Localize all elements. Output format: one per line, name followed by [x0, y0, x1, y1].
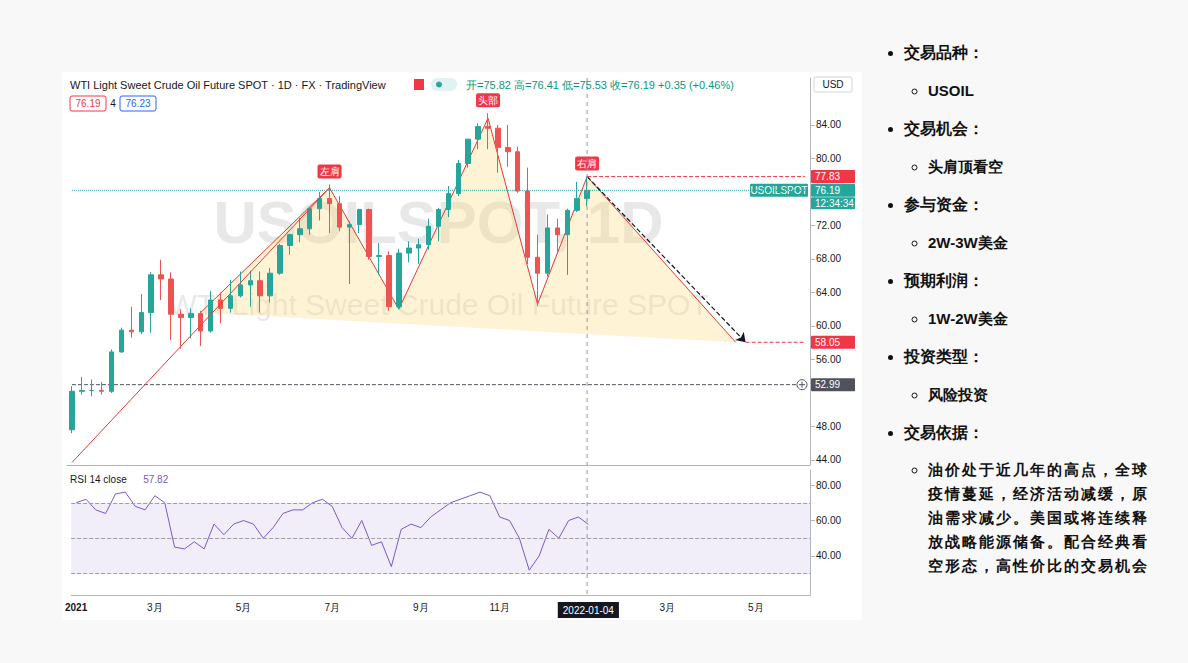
- html-text:交易品种：: 交易品种：: [904, 44, 984, 61]
- svg-text:60.00: 60.00: [816, 515, 841, 526]
- svg-text:44.00: 44.00: [816, 454, 841, 465]
- html-text:投资类型：: 投资类型：: [904, 348, 984, 365]
- svg-text:5月: 5月: [748, 602, 764, 613]
- svg-text:76.19: 76.19: [75, 98, 100, 109]
- svg-text:4: 4: [110, 98, 116, 109]
- svg-text:58.05: 58.05: [815, 337, 840, 348]
- svg-text:2022-01-04: 2022-01-04: [563, 605, 615, 616]
- html-text:油价处于近几年的高点，全球疫情蔓延，经济活动减缓，原油需求减: 油价处于近几年的高点，全球疫情蔓延，经济活动减缓，原油需求减少。美国或将连续释放…: [928, 461, 1149, 574]
- svg-text:56.00: 56.00: [816, 354, 841, 365]
- svg-text:7月: 7月: [324, 602, 340, 613]
- svg-text:9月: 9月: [413, 602, 429, 613]
- svg-text:57.82: 57.82: [143, 474, 168, 485]
- html-text:交易依据：: 交易依据：: [904, 424, 984, 441]
- svg-text:USD: USD: [822, 79, 843, 90]
- svg-text:40.00: 40.00: [816, 550, 841, 561]
- svg-text:68.00: 68.00: [816, 253, 841, 264]
- svg-text:WTI Light Sweet Crude Oil Futu: WTI Light Sweet Crude Oil Future SPOT · …: [70, 79, 386, 91]
- svg-text:5月: 5月: [236, 602, 252, 613]
- svg-text:60.00: 60.00: [816, 320, 841, 331]
- html-text:USOIL: USOIL: [928, 82, 974, 99]
- html-text:风险投资: 风险投资: [928, 386, 988, 403]
- svg-text:RSI 14 close: RSI 14 close: [70, 474, 127, 485]
- svg-text:80.00: 80.00: [816, 153, 841, 164]
- svg-text:左肩: 左肩: [320, 166, 340, 177]
- svg-text:右肩: 右肩: [577, 158, 598, 170]
- svg-text:76.19: 76.19: [815, 185, 840, 196]
- svg-text:77.83: 77.83: [815, 171, 840, 182]
- svg-text:头部: 头部: [478, 95, 498, 106]
- html-text:预期利润：: 预期利润：: [904, 272, 984, 289]
- html-text:交易机会：: 交易机会：: [904, 120, 984, 137]
- svg-text:3月: 3月: [659, 602, 675, 613]
- svg-text:11月: 11月: [489, 602, 509, 613]
- svg-text:72.00: 72.00: [816, 220, 841, 231]
- svg-text:2021: 2021: [65, 602, 88, 613]
- svg-text:开=75.82 高=76.41 低=75.53 收=76.1: 开=75.82 高=76.41 低=75.53 收=76.19 +0.35 (+…: [466, 79, 734, 91]
- html-text:参与资金：: 参与资金：: [904, 196, 984, 213]
- svg-text:64.00: 64.00: [816, 287, 841, 298]
- svg-text:48.00: 48.00: [816, 421, 841, 432]
- svg-text:52.99: 52.99: [815, 379, 840, 390]
- html-text:头肩顶看空: 头肩顶看空: [928, 158, 1003, 175]
- html-text:1W-2W美金: 1W-2W美金: [928, 310, 1008, 327]
- html-text:2W-3W美金: 2W-3W美金: [928, 234, 1008, 251]
- svg-text:76.23: 76.23: [125, 98, 150, 109]
- svg-text:80.00: 80.00: [816, 480, 841, 491]
- svg-text:84.00: 84.00: [816, 119, 841, 130]
- svg-text:12:34:34: 12:34:34: [815, 198, 854, 209]
- svg-text:USOILSPOT: USOILSPOT: [750, 185, 807, 196]
- svg-text:3月: 3月: [147, 602, 163, 613]
